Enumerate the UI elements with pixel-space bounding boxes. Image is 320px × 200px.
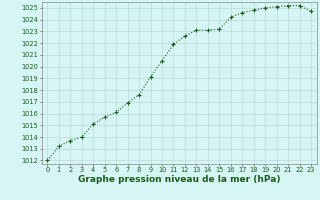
X-axis label: Graphe pression niveau de la mer (hPa): Graphe pression niveau de la mer (hPa) [78, 175, 280, 184]
